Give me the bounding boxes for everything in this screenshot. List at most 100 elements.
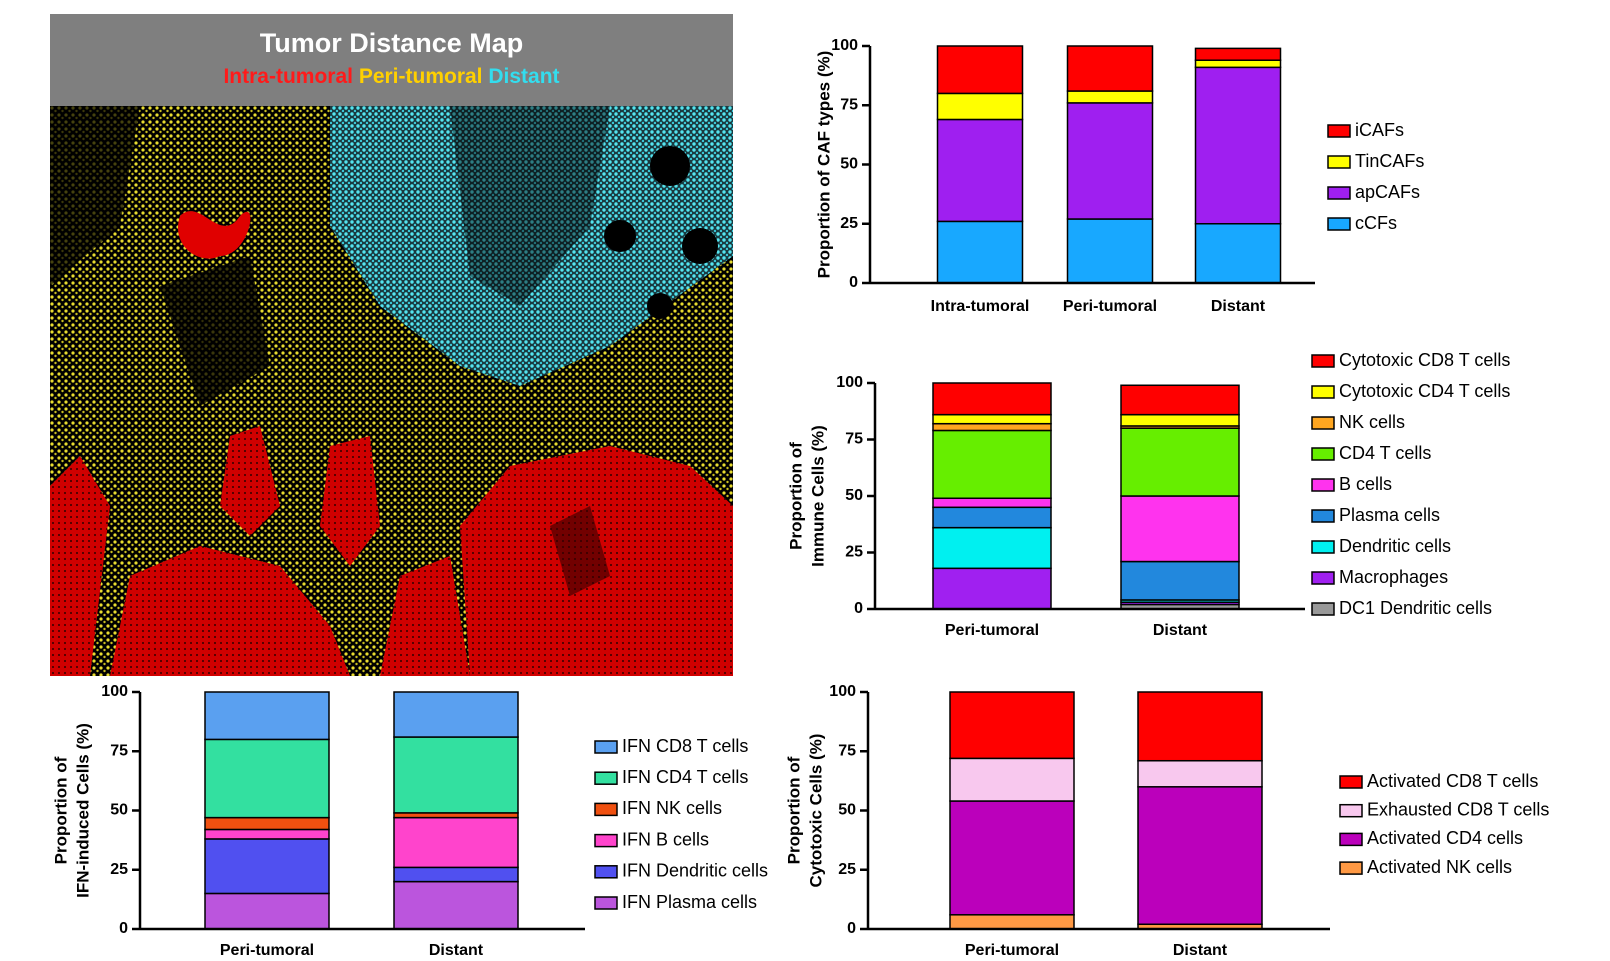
- y-tick-label: 50: [110, 802, 128, 819]
- y-tick-label: 75: [840, 96, 858, 113]
- bar-segment: [938, 46, 1023, 93]
- legend-swatch: [595, 835, 617, 847]
- y-tick-label: 50: [840, 156, 858, 173]
- y-tick-label: 0: [854, 600, 863, 617]
- x-tick-label: Peri-tumoral: [945, 622, 1039, 639]
- legend-swatch: [1312, 510, 1334, 522]
- legend-label: Exhausted CD8 T cells: [1367, 799, 1549, 819]
- x-tick-label: Distant: [1173, 942, 1228, 959]
- bar-segment: [1121, 385, 1239, 414]
- y-axis-label: Cytotoxic Cells (%): [806, 734, 825, 888]
- y-axis-label: Proportion of: [786, 442, 805, 550]
- y-axis-label: IFN-induced Cells (%): [73, 723, 92, 898]
- legend-swatch: [1312, 541, 1334, 553]
- y-tick-label: 100: [829, 683, 856, 700]
- legend-label: IFN Dendritic cells: [622, 861, 768, 881]
- bar-segment: [1138, 761, 1262, 787]
- y-tick-label: 100: [836, 374, 863, 391]
- legend-swatch: [1312, 479, 1334, 491]
- bar-segment: [938, 119, 1023, 221]
- bar-segment: [933, 383, 1051, 415]
- bar-segment: [933, 528, 1051, 569]
- legend-label: Cytotoxic CD4 T cells: [1339, 381, 1510, 401]
- x-tick-label: Intra-tumoral: [931, 298, 1030, 315]
- bar-segment: [950, 692, 1074, 758]
- legend-label: B cells: [1339, 474, 1392, 494]
- legend-swatch: [1340, 805, 1362, 817]
- bar-segment: [394, 737, 518, 813]
- legend-swatch: [595, 741, 617, 753]
- bar-segment: [205, 739, 329, 817]
- x-tick-label: Distant: [1211, 298, 1266, 315]
- charts: 0255075100Proportion of CAF types (%)Int…: [0, 0, 1610, 961]
- bar-segment: [950, 758, 1074, 801]
- bar-segment: [205, 839, 329, 894]
- bar-segment: [1121, 428, 1239, 496]
- y-tick-label: 0: [849, 274, 858, 291]
- legend-label: IFN Plasma cells: [622, 892, 757, 912]
- y-tick-label: 75: [838, 742, 856, 759]
- bar-segment: [1138, 787, 1262, 924]
- x-tick-label: Peri-tumoral: [1063, 298, 1157, 315]
- figure: Tumor Distance Map Intra-tumoral Peri-tu…: [0, 0, 1610, 961]
- legend-label: apCAFs: [1355, 182, 1420, 202]
- y-tick-label: 100: [831, 37, 858, 54]
- bar-segment: [1121, 562, 1239, 600]
- bar-segment: [938, 221, 1023, 283]
- legend-label: cCFs: [1355, 213, 1397, 233]
- y-tick-label: 100: [101, 683, 128, 700]
- bar-segment: [205, 829, 329, 838]
- bar-segment: [1196, 60, 1281, 67]
- y-tick-label: 25: [845, 544, 863, 561]
- legend-label: TinCAFs: [1355, 151, 1424, 171]
- legend-swatch: [1340, 833, 1362, 845]
- legend-swatch: [1312, 572, 1334, 584]
- y-tick-label: 0: [119, 920, 128, 937]
- bar-segment: [1196, 67, 1281, 223]
- legend-label: CD4 T cells: [1339, 443, 1431, 463]
- bar-segment: [394, 882, 518, 929]
- bar-segment: [205, 818, 329, 830]
- legend-swatch: [1312, 448, 1334, 460]
- legend-swatch: [1312, 603, 1334, 615]
- bar-segment: [1196, 48, 1281, 60]
- legend-swatch: [1312, 355, 1334, 367]
- legend-label: IFN CD8 T cells: [622, 736, 748, 756]
- legend-swatch: [1328, 187, 1350, 199]
- bar-segment: [933, 568, 1051, 609]
- bar-segment: [1121, 415, 1239, 426]
- legend-swatch: [1328, 156, 1350, 168]
- legend-label: NK cells: [1339, 412, 1405, 432]
- y-tick-label: 0: [847, 920, 856, 937]
- y-tick-label: 75: [845, 431, 863, 448]
- legend-label: Plasma cells: [1339, 505, 1440, 525]
- legend-swatch: [1340, 776, 1362, 788]
- bar-segment: [1138, 692, 1262, 761]
- bar-segment: [933, 430, 1051, 498]
- bar-segment: [938, 93, 1023, 119]
- legend-label: IFN B cells: [622, 829, 709, 849]
- y-tick-label: 25: [840, 215, 858, 232]
- legend-swatch: [1312, 417, 1334, 429]
- legend-swatch: [1312, 386, 1334, 398]
- bar-segment: [933, 415, 1051, 424]
- bar-segment: [394, 867, 518, 881]
- bar-segment: [1196, 224, 1281, 283]
- legend-label: iCAFs: [1355, 120, 1404, 140]
- legend-label: IFN CD4 T cells: [622, 767, 748, 787]
- legend-label: Macrophages: [1339, 567, 1448, 587]
- bar-segment: [950, 915, 1074, 929]
- bar-segment: [1068, 219, 1153, 283]
- bar-segment: [933, 498, 1051, 507]
- legend-label: Activated NK cells: [1367, 857, 1512, 877]
- y-tick-label: 50: [838, 802, 856, 819]
- legend-label: IFN NK cells: [622, 798, 722, 818]
- legend-label: Cytotoxic CD8 T cells: [1339, 350, 1510, 370]
- x-tick-label: Peri-tumoral: [220, 942, 314, 959]
- bar-segment: [1068, 103, 1153, 219]
- bar-segment: [394, 818, 518, 868]
- y-axis-label: Proportion of: [51, 756, 70, 864]
- legend-label: Activated CD4 cells: [1367, 828, 1523, 848]
- bar-segment: [950, 801, 1074, 915]
- bar-segment: [205, 893, 329, 929]
